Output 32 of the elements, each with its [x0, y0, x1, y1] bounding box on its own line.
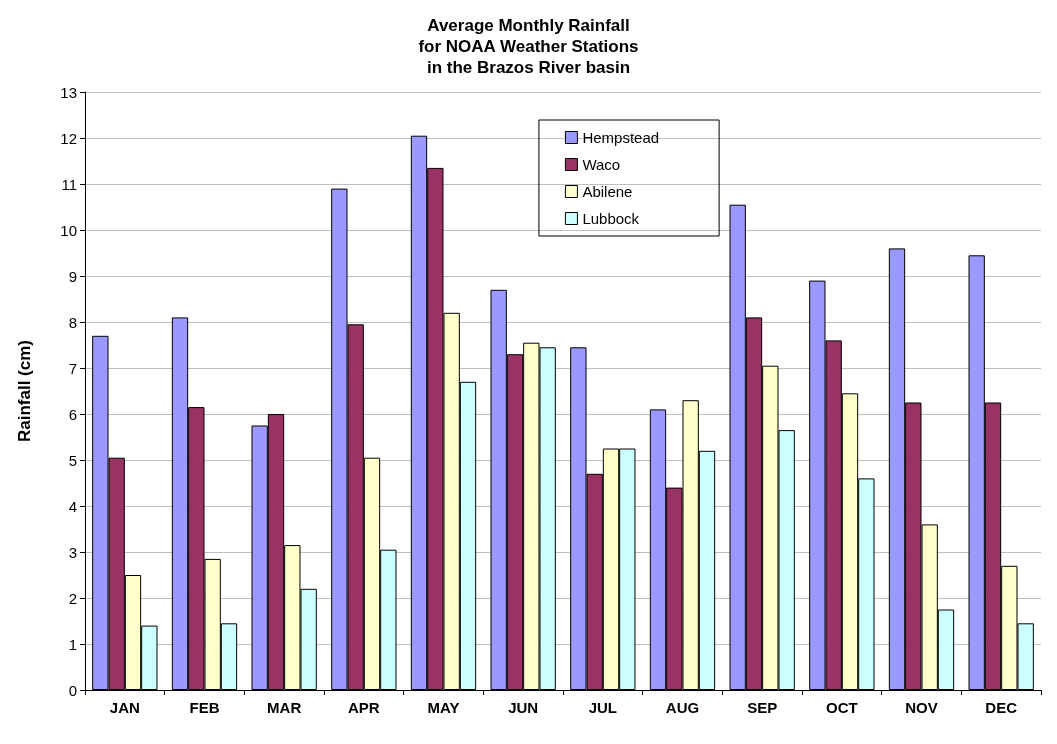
y-tick-label: 4	[68, 497, 77, 515]
legend-label: Abilene	[582, 183, 633, 200]
y-tick-label: 10	[60, 221, 77, 239]
chart-title: Average Monthly Rainfall for NOAA Weather Stations in the Brazos River basin	[418, 16, 639, 77]
y-tick-label: 0	[68, 681, 77, 699]
y-tick-label: 12	[60, 129, 77, 147]
x-tick-label: DEC	[985, 699, 1018, 716]
x-tick-label: MAR	[267, 699, 302, 716]
y-tick-label: 8	[68, 313, 77, 331]
x-tick-label: NOV	[905, 699, 938, 716]
y-tick-label: 1	[68, 635, 77, 653]
x-tick-label: SEP	[747, 699, 778, 716]
y-tick-label: 2	[68, 589, 77, 607]
legend-label: Lubbock	[582, 210, 640, 227]
x-tick-label: JUL	[588, 699, 618, 716]
legend-label: Waco	[582, 156, 621, 173]
legend-label: Hempstead	[582, 129, 660, 146]
y-tick-label: 7	[68, 359, 77, 377]
x-tick-label: MAY	[427, 699, 460, 716]
y-tick-label: 5	[68, 451, 77, 469]
y-tick-label: 11	[61, 175, 77, 193]
y-tick-label: 6	[68, 405, 77, 423]
y-tick-label: 13	[60, 83, 77, 101]
x-tick-label: OCT	[826, 699, 858, 716]
x-tick-label: APR	[348, 699, 380, 716]
x-tick-label: JUN	[508, 699, 539, 716]
y-axis-title: Rainfall (cm)	[15, 339, 34, 443]
x-tick-label: AUG	[665, 699, 700, 716]
x-tick-label: JAN	[109, 699, 140, 716]
y-tick-label: 9	[68, 267, 77, 285]
x-tick-label: FEB	[189, 699, 220, 716]
y-tick-label: 3	[68, 543, 77, 561]
